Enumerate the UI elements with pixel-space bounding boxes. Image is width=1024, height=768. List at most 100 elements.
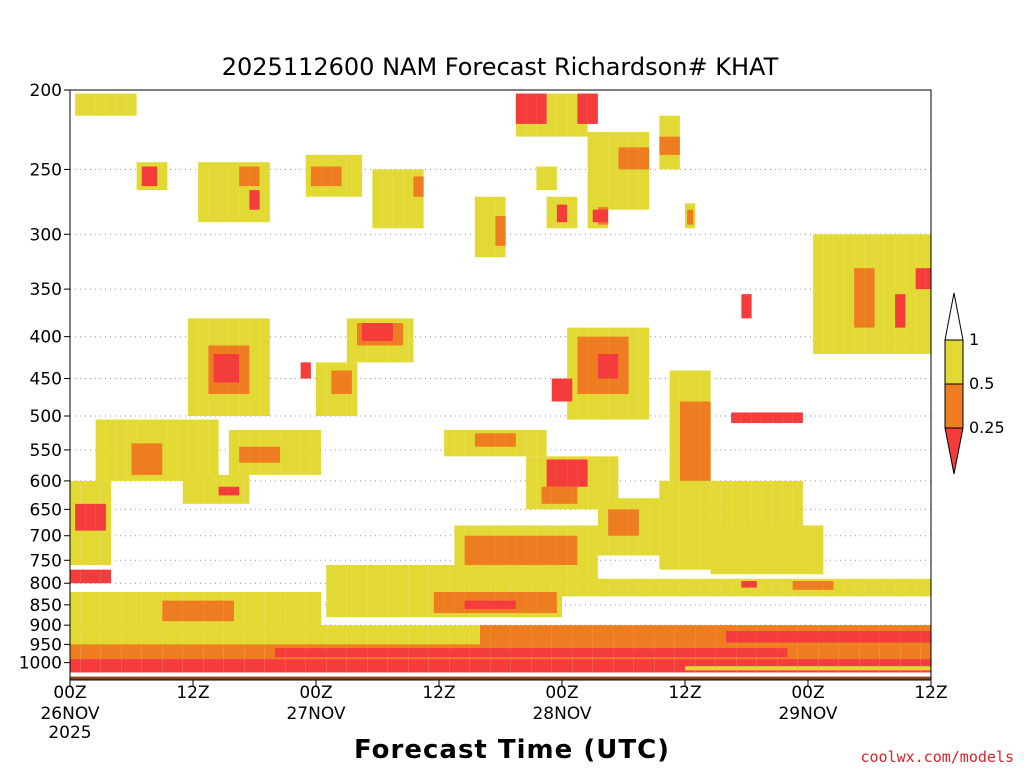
ri-cell (167, 419, 178, 481)
ri-cell (772, 412, 783, 424)
ri-cell (387, 625, 398, 649)
ri-cell (685, 659, 696, 673)
ri-cell (608, 131, 619, 210)
ri-cell (208, 162, 219, 223)
x-tick-label: 12Z (176, 683, 209, 703)
ri-cell (218, 486, 229, 496)
ri-cell (874, 578, 885, 597)
ri-cell (428, 659, 439, 673)
ri-cell (710, 480, 721, 570)
ri-cell (521, 625, 532, 645)
ri-region (915, 268, 931, 290)
ri-cell (95, 503, 106, 531)
y-tick-label: 200 (30, 81, 62, 101)
ri-cell (695, 659, 706, 673)
ri-cell (649, 578, 660, 597)
ri-cell (398, 323, 404, 346)
ri-cell (172, 659, 183, 673)
ri-cell (187, 318, 199, 417)
ri-cell (254, 592, 265, 633)
ri-cell (198, 419, 209, 481)
x-tick-date: 28NOV (532, 704, 591, 724)
ri-cell (70, 569, 81, 584)
ri-cell (777, 666, 788, 671)
ri-cell (603, 659, 614, 673)
ri-cell (321, 166, 332, 187)
ri-cell (172, 600, 183, 622)
ri-cell (264, 592, 275, 633)
ri-cell (449, 564, 460, 618)
ri-region (618, 147, 650, 170)
ri-region (474, 433, 516, 447)
ri-cell (398, 564, 409, 618)
ri-cell (444, 429, 455, 457)
ri-region (464, 600, 516, 609)
ri-cell (464, 535, 475, 565)
ri-cell (628, 327, 639, 420)
ri-cell (193, 644, 204, 660)
ri-cell (597, 456, 609, 510)
ri-cell (890, 644, 901, 660)
ri-cell (741, 525, 752, 575)
ri-cell (377, 564, 388, 618)
ri-region (213, 353, 240, 383)
ri-cell (874, 234, 885, 354)
x-tick-label: 12Z (914, 683, 947, 703)
ri-cell (746, 659, 757, 673)
ri-region (131, 443, 163, 475)
ri-cell (295, 592, 306, 633)
ri-cell (741, 581, 752, 588)
ri-cell (597, 498, 609, 556)
ri-cell (710, 525, 721, 575)
ri-cell (664, 648, 675, 658)
ri-cell (567, 196, 578, 229)
ri-cell (469, 625, 480, 649)
ri-cell (111, 592, 122, 633)
ri-cell (428, 564, 439, 618)
ri-cell (239, 345, 250, 395)
ri-cell (792, 412, 803, 424)
ri-cell (70, 592, 81, 633)
ri-cell (849, 659, 860, 673)
ri-cell (111, 659, 122, 673)
ri-cell (377, 659, 388, 673)
x-tick-label: 12Z (668, 683, 701, 703)
ri-cell (234, 625, 245, 649)
ri-cell (480, 648, 491, 658)
ri-cell (162, 659, 173, 673)
ri-cell (895, 294, 906, 328)
ri-cell (915, 268, 926, 290)
ri-cell (808, 666, 819, 671)
ri-cell (628, 509, 639, 536)
ri-cell (182, 600, 193, 622)
y-tick-label: 550 (30, 441, 62, 461)
ri-cell (828, 659, 839, 673)
ri-cell (813, 525, 824, 575)
plot-area (69, 89, 932, 681)
ri-cell (454, 525, 465, 584)
ri-cell (480, 564, 491, 618)
ri-cell (70, 625, 81, 649)
ri-cell (398, 625, 409, 649)
ri-cell (198, 318, 209, 417)
ri-cell (900, 631, 911, 643)
ri-cell (843, 234, 855, 354)
ri-cell (685, 666, 696, 671)
ri-cell (925, 234, 931, 354)
y-tick-label: 650 (30, 500, 62, 520)
ri-cell (787, 659, 798, 673)
ri-cell (792, 581, 803, 590)
ri-cell (234, 353, 240, 383)
y-tick-label: 400 (30, 328, 62, 348)
ri-cell (515, 535, 527, 565)
ri-cell (915, 578, 926, 597)
ri-cell (336, 648, 347, 658)
ri-cell (726, 666, 737, 671)
ri-cell (367, 659, 378, 673)
ri-cell (264, 644, 275, 660)
ri-cell (854, 578, 865, 597)
ri-cell (746, 648, 757, 658)
credit-link[interactable]: coolwx.com/models (860, 748, 1014, 766)
ri-cell (505, 433, 516, 447)
